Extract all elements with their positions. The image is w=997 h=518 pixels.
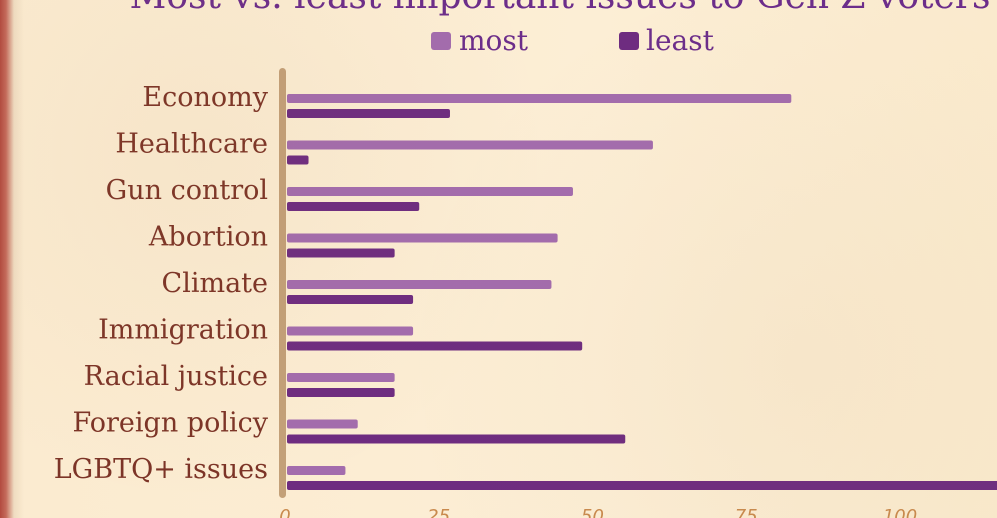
category-label: Economy — [142, 82, 268, 113]
bar-least-gun-control — [287, 202, 420, 211]
legend-swatch-least — [619, 32, 639, 50]
bar-most-racial-justice — [287, 373, 395, 382]
x-tick-label: 25 — [427, 506, 450, 518]
title-layer: Most vs. least important issues to Gen Z… — [130, 0, 991, 17]
y-axis-line — [279, 68, 286, 498]
x-axis-ticks: 0 25 50 75 100 — [279, 506, 917, 518]
legend: most least — [431, 24, 715, 57]
category-label: Immigration — [98, 315, 268, 346]
bar-most-lgbtq-issues — [287, 466, 346, 475]
bar-least-foreign-policy — [287, 434, 626, 444]
bar-least-healthcare — [287, 155, 309, 165]
bar-most-gun-control — [287, 187, 573, 196]
bar-least-economy — [287, 109, 450, 118]
bar-least-climate — [287, 295, 414, 304]
legend-label-most: most — [459, 24, 529, 57]
bar-most-climate — [287, 280, 552, 289]
legend-swatch-most — [431, 32, 451, 50]
bar-most-economy — [287, 94, 792, 103]
legend-label-least: least — [646, 24, 715, 57]
x-tick-label: 75 — [735, 506, 758, 518]
category-label: LGBTQ+ issues — [54, 454, 268, 485]
category-labels: Economy Healthcare Gun control Abortion Clim… — [54, 82, 269, 485]
bar-least-racial-justice — [287, 388, 395, 397]
bars — [287, 94, 997, 490]
bar-most-foreign-policy — [287, 419, 358, 429]
category-label: Foreign policy — [73, 408, 269, 439]
x-tick-label: 100 — [883, 506, 917, 518]
x-tick-label: 50 — [581, 506, 604, 518]
bar-most-abortion — [287, 233, 558, 243]
category-label: Abortion — [148, 222, 268, 253]
category-label: Gun control — [106, 175, 268, 206]
category-label: Racial justice — [84, 361, 268, 392]
chart-title: Most vs. least important issues to Gen Z… — [130, 0, 991, 17]
bar-most-immigration — [287, 326, 414, 336]
bar-least-immigration — [287, 341, 583, 351]
x-tick-label: 0 — [279, 506, 290, 518]
bar-least-lgbtq-issues — [287, 481, 997, 490]
bar-least-abortion — [287, 248, 395, 258]
category-label: Healthcare — [115, 129, 268, 160]
category-label: Climate — [162, 268, 268, 299]
bar-most-healthcare — [287, 140, 653, 150]
